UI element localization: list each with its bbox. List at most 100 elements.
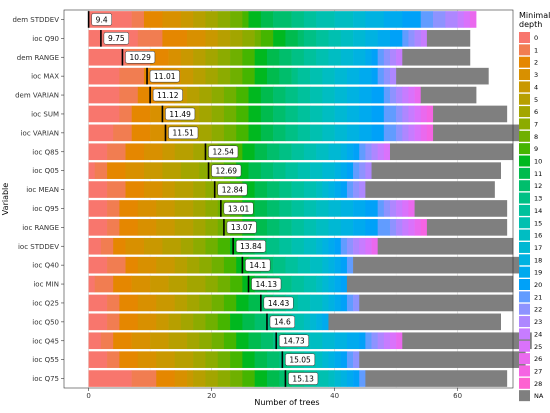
bar-segment-17: [322, 181, 329, 198]
bar-segment-9: [242, 11, 249, 28]
legend-entry: 26: [534, 355, 542, 363]
bar-segment-15: [316, 48, 329, 66]
bar-segment-21: [383, 105, 397, 123]
bar-row-dem-range: [88, 48, 471, 66]
bar-segment-0: [88, 124, 114, 142]
bar-segment-19: [346, 332, 360, 350]
bar-segment-14: [291, 200, 305, 217]
x-tick-label: 40: [330, 392, 339, 400]
bar-segment-16: [328, 48, 342, 66]
bar-segment-21: [346, 181, 354, 198]
bar-segment-14: [285, 256, 299, 274]
bar-segment-26: [408, 200, 415, 217]
bar-segment-16: [310, 256, 323, 274]
bar-segment-10: [242, 351, 255, 368]
legend: Minimaldepth0123456789101112131415161718…: [519, 11, 550, 402]
bar-row-ioc-max: [88, 67, 489, 85]
legend-entry: 16: [534, 232, 542, 240]
bar-segment-19: [359, 86, 372, 104]
bar-segment-0: [88, 313, 108, 331]
bar-segment-17: [310, 313, 317, 331]
legend-swatch: [519, 328, 530, 340]
bar-segment-19: [353, 219, 366, 236]
legend-swatch: [519, 377, 530, 389]
bar-segment-3: [137, 219, 157, 236]
bar-segment-8: [230, 370, 243, 387]
bar-segment-17: [322, 351, 329, 368]
bar-segment-21: [346, 256, 354, 274]
mean-label: 11.51: [172, 129, 194, 138]
bar-segment-7: [193, 237, 206, 255]
bar-segment-26: [371, 237, 378, 255]
bar-segment-6: [193, 219, 206, 236]
bar-segment-11: [242, 313, 255, 331]
bar-segment-24: [420, 30, 428, 47]
bar-segment-6: [193, 143, 206, 161]
bar-segment-4: [156, 351, 176, 368]
bar-segment-0: [88, 275, 96, 293]
bar-row-ioc-q75: [88, 370, 508, 387]
bar-segment-12: [273, 105, 286, 123]
bar-segment-23: [353, 237, 360, 255]
bar-segment-na: [346, 275, 514, 293]
bar-segment-1: [131, 370, 157, 387]
x-tick-label: 0: [86, 392, 90, 400]
bar-segment-1: [131, 11, 145, 28]
bar-segment-14: [279, 237, 292, 255]
bar-segment-13: [291, 67, 299, 85]
bar-segment-13: [266, 237, 280, 255]
bar-segment-12: [266, 143, 280, 161]
bar-segment-21: [402, 30, 409, 47]
legend-entry: 17: [534, 244, 542, 252]
bar-segment-19: [328, 237, 335, 255]
bar-segment-19: [334, 256, 342, 274]
bar-segment-na: [396, 67, 489, 85]
bar-segment-13: [291, 48, 305, 66]
bar-segment-11: [260, 105, 274, 123]
bar-segment-na: [433, 124, 520, 142]
legend-swatch: [519, 303, 530, 315]
bar-segment-7: [217, 370, 231, 387]
bar-segment-27: [426, 105, 434, 123]
bar-segment-7: [211, 105, 225, 123]
bar-segment-12: [254, 313, 268, 331]
bar-segment-21: [359, 143, 366, 161]
bar-segment-2: [162, 30, 188, 47]
bar-segment-2: [137, 86, 157, 104]
bar-segment-12: [266, 181, 280, 198]
bar-segment-6: [193, 200, 206, 217]
legend-entry: 22: [534, 306, 542, 314]
mean-label: 14.6: [274, 318, 291, 327]
bar-segment-19: [365, 48, 372, 66]
bar-segment-22: [396, 105, 403, 123]
mean-label-box: [91, 13, 112, 26]
bar-segment-na: [328, 313, 501, 331]
bar-segment-9: [260, 30, 274, 47]
bar-segment-1: [137, 30, 163, 47]
bar-segment-22: [359, 162, 366, 179]
mean-label-box: [208, 145, 239, 158]
bar-segment-11: [254, 219, 268, 236]
bar-segment-22: [371, 332, 378, 350]
bar-segment-25: [389, 332, 397, 350]
mean-label-box: [235, 240, 266, 253]
bar-segment-7: [199, 162, 212, 179]
bar-segment-4: [156, 200, 176, 217]
bar-segment-20: [353, 370, 360, 387]
bar-segment-na: [426, 219, 508, 236]
bar-segment-18: [328, 294, 335, 312]
bar-segment-0: [88, 256, 108, 274]
mean-label-box: [217, 183, 248, 196]
mean-label: 12.54: [212, 148, 234, 157]
x-axis-title: Number of trees: [254, 398, 319, 407]
legend-entry: 4: [534, 83, 538, 91]
bar-segment-24: [383, 332, 391, 350]
legend-swatch: [519, 340, 530, 352]
bar-segment-3: [125, 237, 145, 255]
legend-entry: 5: [534, 96, 538, 104]
bar-segment-1: [119, 67, 145, 85]
bar-segment-23: [389, 67, 397, 85]
bar-segment-26: [469, 11, 477, 28]
bar-segment-3: [143, 181, 163, 198]
mean-label: 14.13: [256, 280, 278, 289]
